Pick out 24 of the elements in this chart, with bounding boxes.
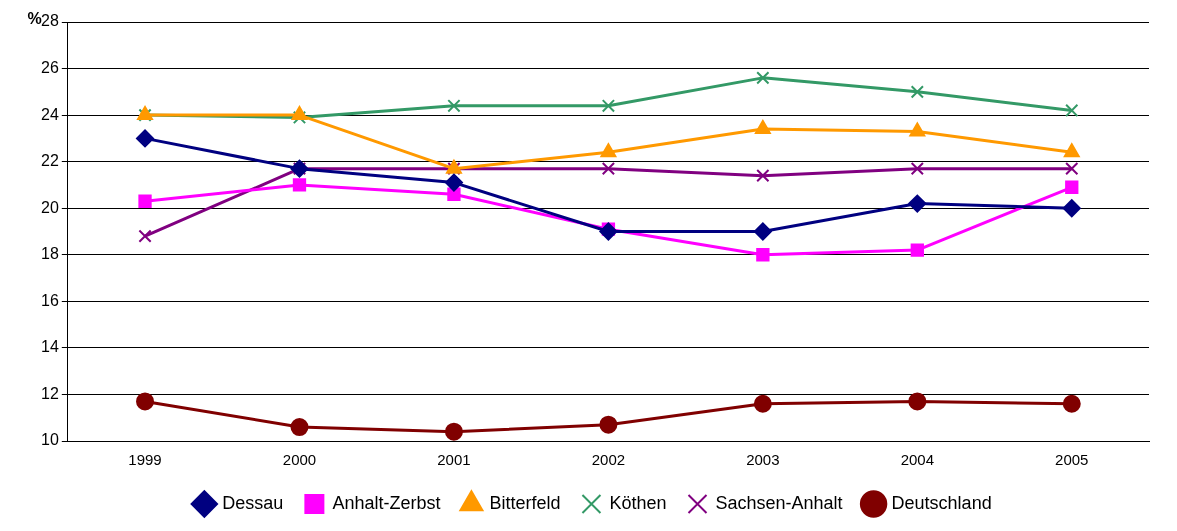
x-tick-label: 2002: [591, 451, 626, 469]
legend-label: Deutschland: [891, 492, 992, 513]
y-tick-label: 26: [41, 58, 59, 76]
y-axis-title: %: [27, 10, 42, 28]
y-tick-label: 24: [41, 105, 59, 123]
legend-label: Anhalt-Zerbst: [332, 492, 441, 513]
y-tick-label: 20: [41, 198, 59, 216]
y-tick-label: 16: [41, 291, 59, 309]
legend-label: Köthen: [609, 492, 667, 513]
x-tick-label: 1999: [128, 451, 162, 469]
y-tick-label: 10: [41, 431, 59, 449]
x-tick-label: 2005: [1055, 451, 1089, 469]
x-tick-label: 2004: [900, 451, 934, 469]
y-tick-label: 14: [41, 338, 59, 356]
x-tick-label: 2003: [746, 451, 780, 469]
y-tick-label: 18: [41, 245, 59, 263]
legend-label: Dessau: [222, 492, 284, 513]
y-tick-label: 28: [41, 12, 59, 30]
x-tick-label: 2001: [437, 451, 471, 469]
legend-label: Sachsen-Anhalt: [715, 492, 843, 513]
y-tick-label: 12: [41, 384, 59, 402]
x-tick-label: 2000: [282, 451, 317, 469]
legend-label: Bitterfeld: [489, 492, 561, 513]
y-tick-label: 22: [41, 152, 59, 170]
